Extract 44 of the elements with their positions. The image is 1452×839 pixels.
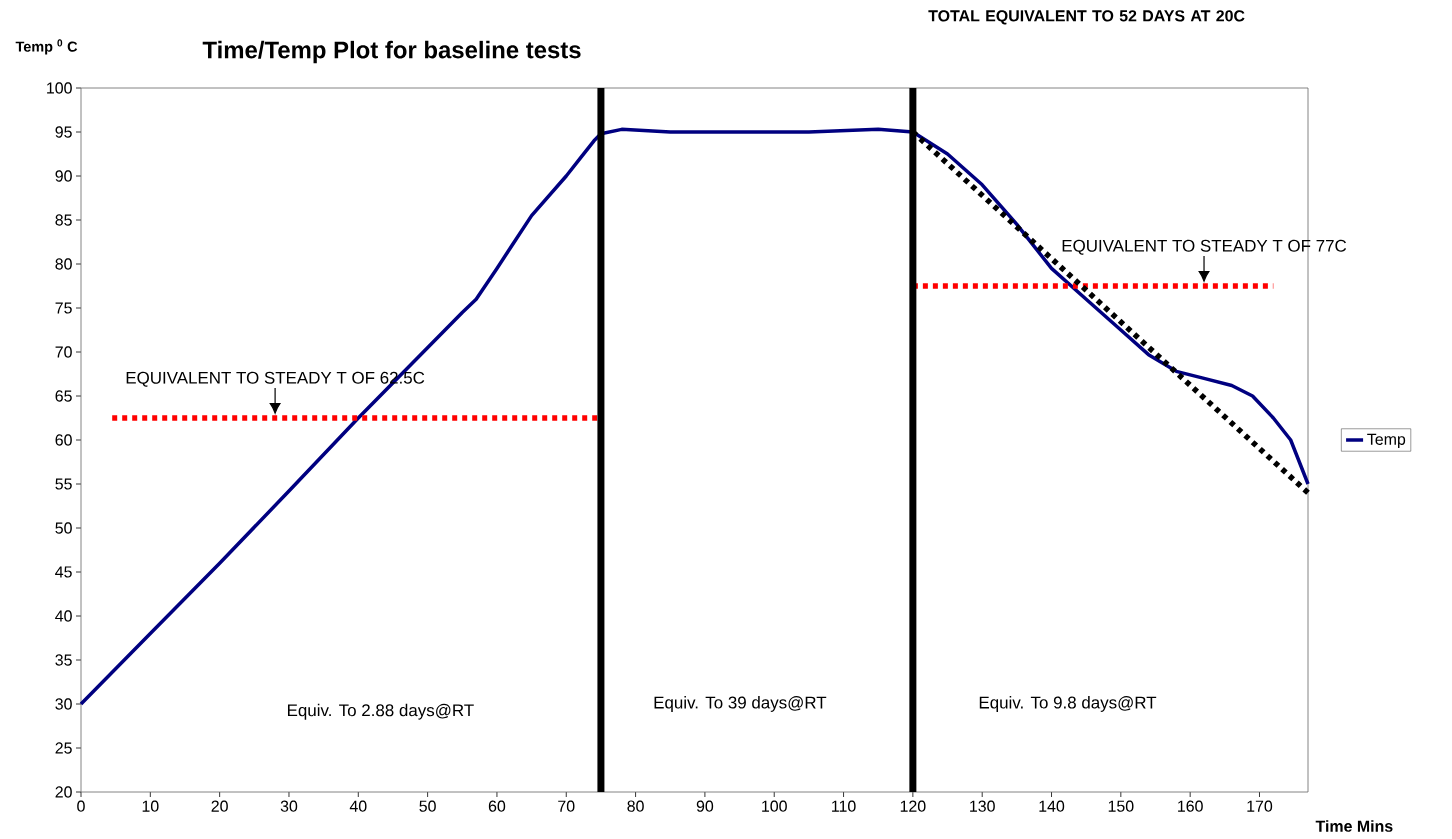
- x-tick-label: 20: [211, 800, 228, 812]
- x-tick-label: 40: [349, 800, 367, 812]
- y-tick-label: 85: [55, 214, 72, 226]
- y-tick-label: 90: [55, 170, 72, 182]
- x-tick-label: 170: [1247, 800, 1273, 812]
- x-tick-label: 110: [832, 800, 856, 812]
- y-tick-label: 25: [55, 742, 72, 754]
- chart-title: Time/Temp Plot for baseline tests: [202, 40, 581, 64]
- y-axis-title: Temp $^{0}$ C: [15, 39, 78, 55]
- y-tick-label: 100: [47, 82, 72, 94]
- y-tick-label: 75: [55, 302, 72, 314]
- x-tick-label: 70: [558, 800, 575, 812]
- x-tick-label: 50: [419, 800, 436, 812]
- y-tick-label: 55: [55, 478, 72, 490]
- y-tick-label: 80: [55, 258, 72, 270]
- legend-label: Temp: [1367, 433, 1406, 449]
- annotation: EQUIVALENT TO STEADY T OF 77C: [1062, 239, 1347, 255]
- y-tick-label: 50: [55, 522, 72, 534]
- y-tick-label: 20: [55, 786, 72, 798]
- x-tick-label: 100: [762, 800, 787, 812]
- x-tick-label: 140: [1039, 800, 1065, 812]
- y-tick-label: 45: [55, 566, 72, 578]
- x-tick-label: 160: [1178, 800, 1203, 812]
- y-tick-label: 30: [55, 698, 72, 710]
- x-tick-label: 130: [970, 800, 995, 812]
- y-tick-label: 95: [55, 126, 72, 138]
- x-tick-label: 150: [1108, 800, 1134, 812]
- text: TOTAL EQUIVALENT TO 52 DAYS AT 20C: [928, 10, 1245, 25]
- x-tick-label: 120: [900, 800, 926, 812]
- x-tick-label: 60: [488, 800, 506, 812]
- x-axis-title: Time Mins: [1315, 820, 1393, 832]
- x-tick-label: 80: [627, 800, 644, 812]
- annotation: Equiv. To 39 days@RT: [654, 696, 827, 712]
- y-tick-label: 35: [55, 654, 72, 666]
- y-tick-label: 70: [55, 346, 72, 358]
- y-tick-label: 60: [55, 434, 72, 446]
- annotation: Equiv. To 2.88 days@RT: [287, 703, 474, 720]
- x-tick-label: 0: [77, 800, 85, 812]
- x-tick-label: 90: [696, 800, 714, 812]
- y-tick-label: 40: [55, 610, 72, 622]
- y-tick-label: 65: [55, 390, 72, 402]
- x-tick-label: 10: [142, 800, 159, 812]
- x-tick-label: 30: [280, 800, 298, 812]
- annotation: Equiv. To 9.8 days@RT: [979, 696, 1157, 712]
